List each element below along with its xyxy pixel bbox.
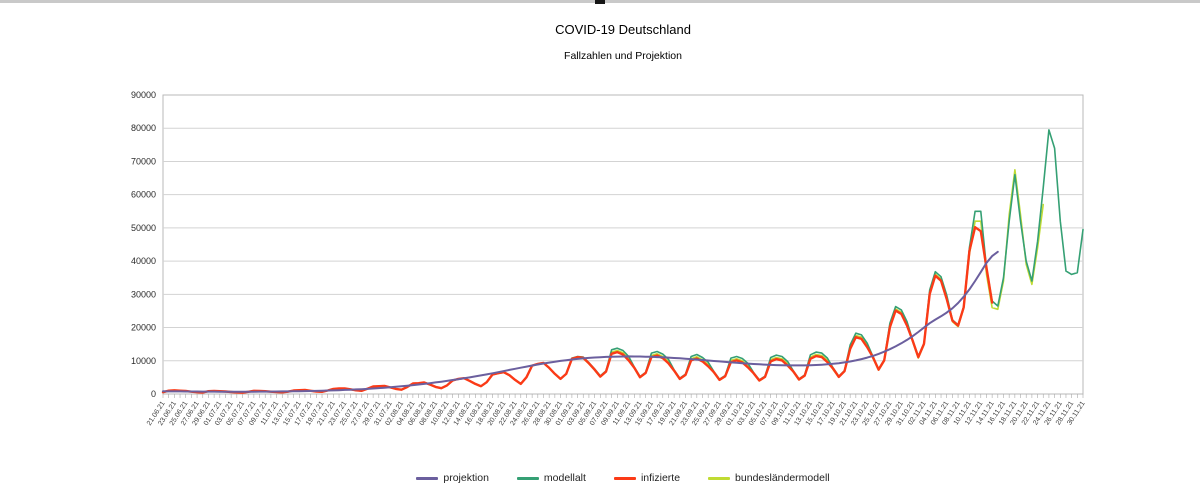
series-line-projektion	[162, 250, 999, 393]
legend-item-bundesländermodell: bundesländermodell	[708, 472, 830, 484]
series-line-infizierte	[161, 225, 994, 394]
series-line-bundesländermodell	[162, 169, 1044, 394]
window-top-edge	[0, 0, 1200, 4]
legend-item-projektion: projektion	[416, 472, 489, 484]
y-axis-tick-label: 80000	[131, 123, 156, 133]
legend-item-modellalt: modellalt	[516, 472, 586, 484]
legend-item-infizierte: infizierte	[613, 472, 681, 484]
chart-title: COVID-19 Deutschland	[555, 22, 691, 37]
y-axis-tick-label: 40000	[131, 256, 156, 266]
legend-label: infizierte	[640, 472, 681, 484]
window-top-notch	[595, 0, 605, 4]
chart-subtitle: Fallzahlen und Projektion	[564, 50, 682, 62]
legend-swatch-modellalt	[516, 476, 539, 480]
chart-header: COVID-19 Deutschland Fallzahlen und Proj…	[163, 0, 1083, 62]
y-axis-tick-label: 70000	[131, 156, 156, 166]
legend-label: projektion	[443, 472, 489, 484]
y-axis-tick-label: 20000	[131, 323, 156, 333]
legend-swatch-projektion	[416, 476, 439, 480]
chart-legend: projektion modellalt infizierte bundeslände…	[163, 472, 1083, 484]
y-axis-tick-label: 90000	[131, 90, 156, 100]
plot-border	[162, 94, 1084, 395]
legend-swatch-infizierte	[613, 476, 636, 480]
legend-label: modellalt	[543, 472, 586, 484]
legend-label: bundesländermodell	[735, 472, 830, 484]
y-axis-tick-label: 0	[151, 389, 156, 399]
legend-swatch-bundesländermodell	[708, 476, 731, 480]
y-axis-tick-label: 60000	[131, 190, 156, 200]
y-axis-tick-label: 50000	[131, 223, 156, 233]
y-axis-tick-label: 30000	[131, 289, 156, 299]
y-axis-tick-label: 10000	[131, 356, 156, 366]
